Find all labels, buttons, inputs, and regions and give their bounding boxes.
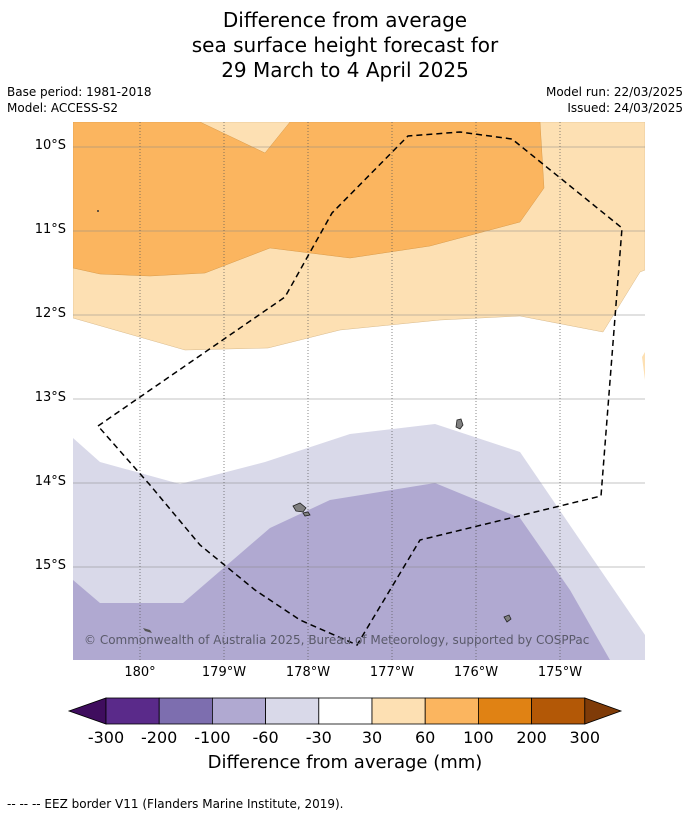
lat-label-11s: 11°S (34, 222, 66, 237)
eez-legend: -- -- -- EEZ border V11 (Flanders Marine… (7, 797, 344, 811)
colorbar-segment-9 (531, 697, 586, 725)
lat-label-12s: 12°S (34, 306, 66, 321)
lon-label-178w: 178°W (285, 665, 331, 680)
colorbar-label-30: 30 (361, 728, 383, 747)
colorbar-label-minus200: -200 (141, 728, 178, 747)
gridlines (73, 146, 645, 568)
lat-label-13s: 13°S (34, 390, 66, 405)
lon-label-175w: 175°W (537, 665, 583, 680)
colorbar (67, 697, 623, 725)
lon-label-176w: 176°W (453, 665, 499, 680)
lat-label-10s: 10°S (34, 138, 66, 153)
issued-date: Issued: 24/03/2025 (567, 101, 683, 115)
copyright-notice: © Commonwealth of Australia 2025, Bureau… (84, 633, 590, 647)
map-area (73, 122, 645, 660)
lon-label-179w: 179°W (201, 665, 247, 680)
colorbar-label-100: 100 (463, 728, 494, 747)
island-reef (143, 628, 152, 633)
title-line-3: 29 March to 4 April 2025 (221, 58, 469, 82)
island-dot (97, 210, 99, 212)
contour-30-60-patch (642, 352, 645, 380)
island-south (503, 614, 512, 623)
model-info: Base period: 1981-2018 Model: ACCESS-S2 (7, 84, 152, 116)
lon-label-177w: 177°W (369, 665, 415, 680)
lat-label-15s: 15°S (34, 558, 66, 573)
colorbar-high-extension (584, 697, 623, 725)
colorbar-title: Difference from average (mm) (207, 752, 483, 773)
lon-label-180: 180° (124, 665, 156, 680)
map-title: Difference from average sea surface heig… (0, 8, 690, 83)
island-futuna (292, 502, 307, 513)
colorbar-segment-8 (477, 697, 532, 725)
colorbar-segment-6 (371, 697, 426, 725)
model-run: Model run: 22/03/2025 (545, 85, 683, 99)
colorbar-label-60: 60 (415, 728, 436, 747)
colorbar-segment-3 (211, 697, 266, 725)
colorbar-segment-7 (424, 697, 479, 725)
model-name: Model: ACCESS-S2 (7, 101, 119, 115)
island-alofi (302, 511, 311, 517)
run-info: Model run: 22/03/2025 Issued: 24/03/2025 (546, 84, 683, 116)
colorbar-label-300: 300 (569, 728, 601, 747)
colorbar-segment-5 (318, 697, 373, 725)
title-line-1: Difference from average (222, 8, 468, 32)
colorbar-label-minus30: -30 (305, 728, 332, 747)
colorbar-label-minus300: -300 (87, 728, 125, 747)
base-period: Base period: 1981-2018 (7, 85, 152, 99)
contour-60-100 (73, 122, 545, 277)
colorbar-segment-1 (105, 697, 160, 725)
colorbar-label-200: 200 (516, 728, 547, 747)
title-line-2: sea surface height forecast for (191, 33, 499, 57)
lat-label-14s: 14°S (34, 474, 66, 489)
colorbar-low-extension (67, 697, 107, 725)
colorbar-label-minus100: -100 (194, 728, 231, 747)
colorbar-segment-4 (265, 697, 320, 725)
colorbar-label-minus60: -60 (252, 728, 279, 747)
colorbar-segment-2 (158, 697, 213, 725)
island-wallis (455, 418, 464, 430)
